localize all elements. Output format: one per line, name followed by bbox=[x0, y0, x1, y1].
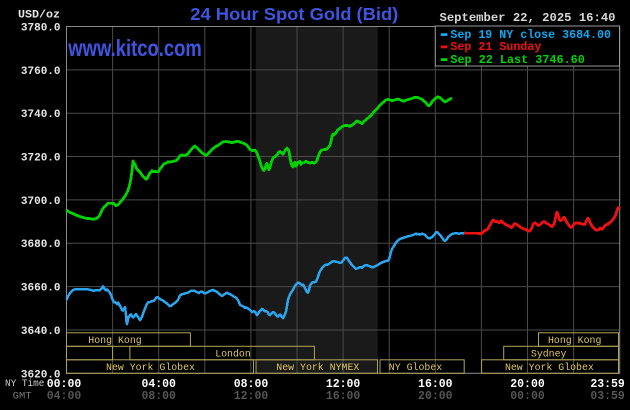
svg-text:23:59: 23:59 bbox=[590, 377, 625, 391]
svg-text:00:00: 00:00 bbox=[510, 389, 545, 403]
svg-text:03:59: 03:59 bbox=[590, 389, 625, 403]
svg-text:20:00: 20:00 bbox=[418, 389, 453, 403]
svg-text:Hong Kong: Hong Kong bbox=[88, 336, 141, 347]
svg-text:3640.0: 3640.0 bbox=[21, 326, 61, 338]
svg-text:Sydney: Sydney bbox=[531, 349, 567, 361]
svg-text:3720.0: 3720.0 bbox=[21, 153, 61, 165]
svg-text:Hong Kong: Hong Kong bbox=[548, 336, 601, 347]
svg-text:3680.0: 3680.0 bbox=[21, 239, 61, 251]
svg-text:04:00: 04:00 bbox=[47, 389, 82, 403]
svg-text:GMT: GMT bbox=[13, 392, 32, 403]
svg-text:08:00: 08:00 bbox=[234, 377, 269, 391]
svg-text:Sep 22 Last 3746.60: Sep 22 Last 3746.60 bbox=[450, 53, 584, 67]
svg-text:16:00: 16:00 bbox=[418, 377, 453, 391]
svg-text:Sep 21 Sunday: Sep 21 Sunday bbox=[450, 40, 541, 54]
svg-text:04:00: 04:00 bbox=[141, 377, 176, 391]
svg-text:08:00: 08:00 bbox=[141, 389, 176, 403]
svg-text:12:00: 12:00 bbox=[326, 377, 361, 391]
svg-text:3700.0: 3700.0 bbox=[21, 196, 61, 208]
svg-text:00:00: 00:00 bbox=[47, 377, 82, 391]
svg-text:www.kitco.com: www.kitco.com bbox=[67, 35, 201, 61]
svg-text:London: London bbox=[215, 349, 251, 361]
svg-text:New York Globex: New York Globex bbox=[106, 362, 195, 374]
svg-text:16:00: 16:00 bbox=[326, 389, 361, 403]
svg-text:September 22, 2025 16:40: September 22, 2025 16:40 bbox=[440, 11, 616, 25]
svg-text:3620.0: 3620.0 bbox=[21, 369, 61, 381]
svg-text:3780.0: 3780.0 bbox=[21, 23, 61, 35]
svg-text:USD/oz: USD/oz bbox=[18, 10, 60, 22]
svg-text:NY Globex: NY Globex bbox=[389, 362, 442, 374]
svg-text:3760.0: 3760.0 bbox=[21, 66, 61, 78]
svg-text:New York Globex: New York Globex bbox=[505, 362, 594, 374]
svg-text:20:00: 20:00 bbox=[510, 377, 545, 391]
svg-text:24 Hour Spot Gold (Bid): 24 Hour Spot Gold (Bid) bbox=[190, 4, 398, 24]
svg-text:3660.0: 3660.0 bbox=[21, 283, 61, 295]
svg-text:New York NYMEX: New York NYMEX bbox=[276, 362, 359, 374]
svg-text:3740.0: 3740.0 bbox=[21, 109, 61, 121]
svg-text:NY Time: NY Time bbox=[5, 378, 44, 390]
svg-text:12:00: 12:00 bbox=[234, 389, 269, 403]
svg-text:Sep 19 NY close 3684.00: Sep 19 NY close 3684.00 bbox=[450, 28, 611, 42]
